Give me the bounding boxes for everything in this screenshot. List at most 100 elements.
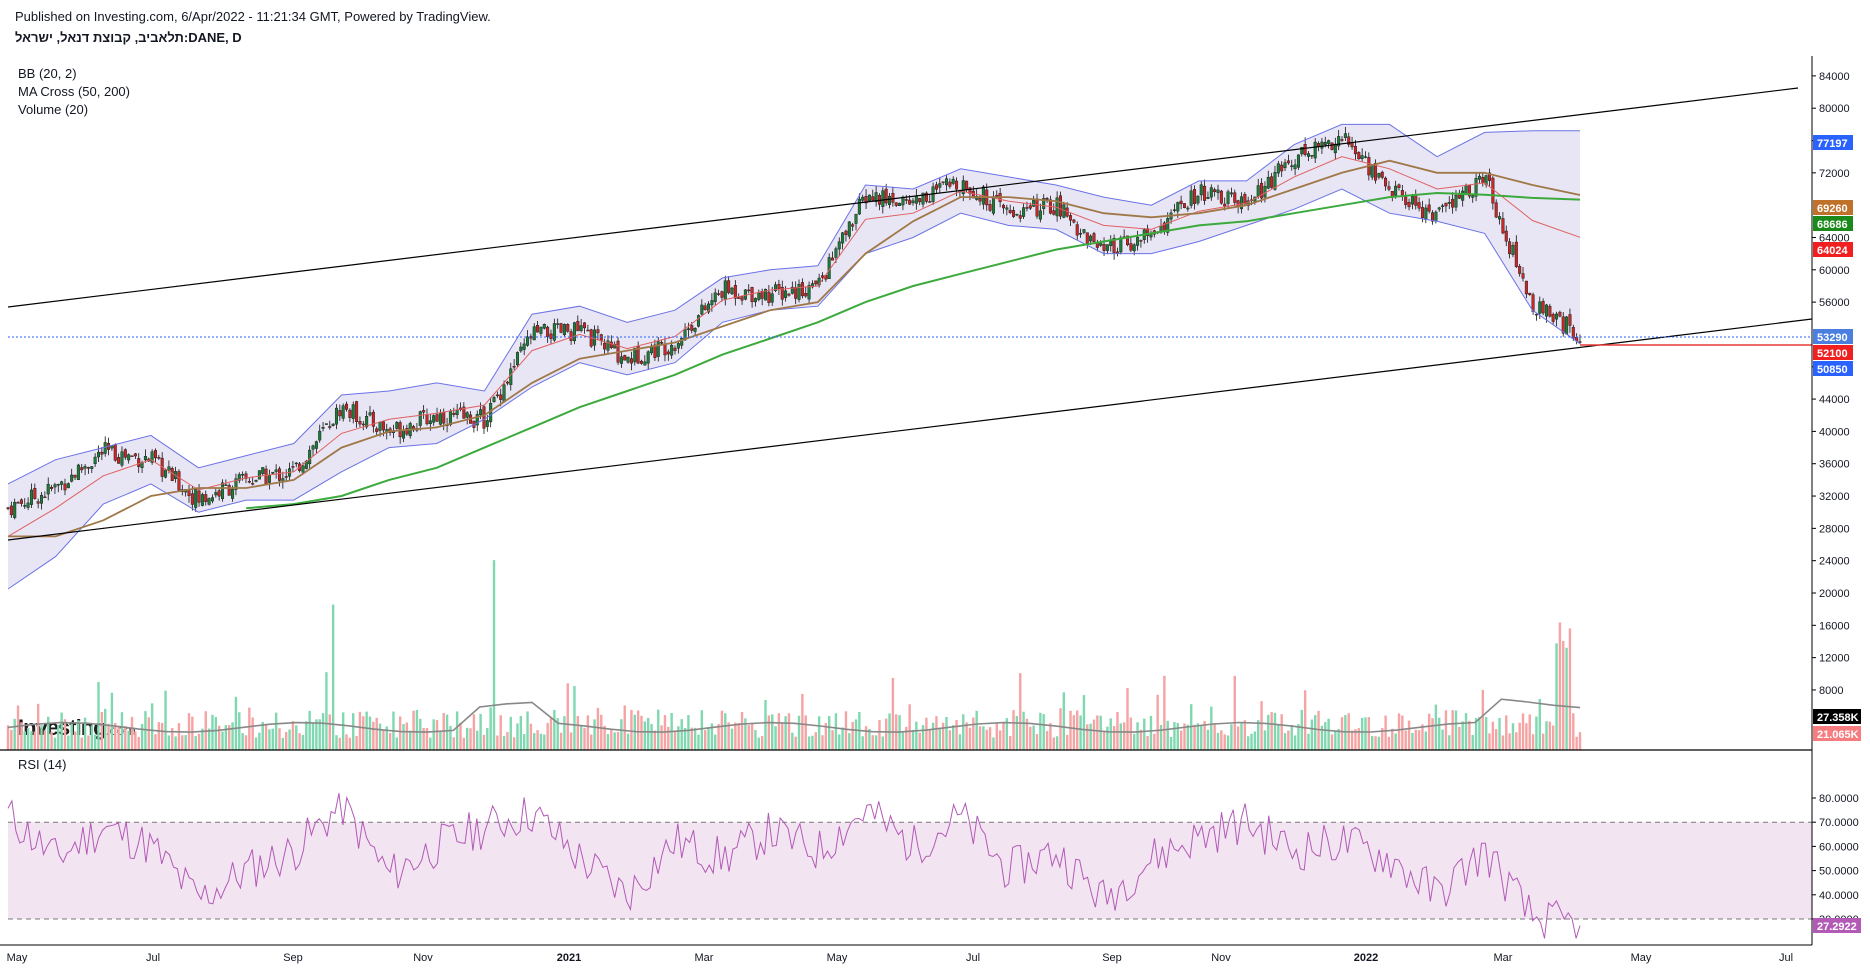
- volume-bar: [110, 692, 114, 750]
- volume-bar: [1505, 715, 1508, 750]
- candle-body: [237, 474, 241, 481]
- volume-bar: [1226, 735, 1230, 750]
- candle-body: [348, 409, 352, 418]
- volume-bar: [734, 722, 737, 750]
- candle-body: [777, 284, 781, 289]
- volume-bar: [1515, 732, 1518, 750]
- candle-body: [36, 501, 40, 504]
- volume-bar: [576, 716, 580, 750]
- candle-body: [730, 287, 734, 295]
- rsi-tick-label: 80.0000: [1819, 793, 1859, 805]
- candle-body: [519, 346, 523, 352]
- volume-bar: [271, 728, 274, 750]
- time-tick-label: Jul: [146, 952, 160, 964]
- volume-bar: [891, 677, 895, 750]
- volume-bar: [496, 735, 499, 750]
- price-tick-label: 20000: [1819, 588, 1850, 600]
- volume-bar: [1501, 735, 1505, 750]
- volume-bar: [479, 713, 482, 750]
- candle-body: [583, 322, 587, 329]
- candle-body: [210, 497, 214, 502]
- volume-bar: [556, 718, 559, 750]
- candle-body: [1518, 266, 1522, 274]
- candle-body: [318, 430, 322, 441]
- candle-body: [707, 303, 711, 313]
- volume-bar: [355, 735, 358, 750]
- legend-bb[interactable]: BB (20, 2): [18, 66, 77, 81]
- volume-bar: [982, 726, 985, 750]
- candle-body: [1414, 194, 1418, 206]
- volume-bar: [214, 716, 218, 750]
- candle-body: [482, 406, 486, 429]
- volume-bar: [268, 729, 271, 750]
- candle-body: [1092, 233, 1096, 242]
- volume-bar: [1045, 731, 1049, 750]
- candle-body: [713, 292, 717, 302]
- candle-body: [884, 188, 888, 204]
- candle-body: [948, 181, 952, 187]
- candle-body: [874, 192, 878, 203]
- candle-body: [1431, 212, 1435, 222]
- candle-body: [841, 232, 845, 244]
- volume-bar: [1307, 733, 1310, 750]
- volume-bar: [925, 717, 928, 750]
- candle-body: [224, 484, 228, 486]
- volume-bar: [821, 735, 824, 750]
- volume-bar: [1270, 712, 1273, 750]
- volume-bar: [33, 731, 37, 750]
- volume-bar: [697, 734, 700, 750]
- candle-body: [639, 360, 643, 364]
- candle-body: [619, 356, 623, 364]
- legend-volume[interactable]: Volume (20): [18, 102, 89, 117]
- volume-bar: [492, 560, 496, 750]
- price-tick-label: 24000: [1819, 556, 1850, 568]
- candle-body: [475, 414, 479, 426]
- volume-bar: [804, 715, 807, 750]
- candle-body: [1119, 237, 1123, 253]
- volume-bar: [1531, 734, 1535, 750]
- candle-body: [120, 451, 124, 466]
- volume-bar: [1032, 725, 1035, 750]
- candle-body: [76, 464, 80, 480]
- volume-bar: [801, 693, 804, 750]
- candle-body: [46, 483, 50, 495]
- candle-body: [9, 505, 13, 516]
- volume-bar: [57, 724, 60, 750]
- volume-bar: [931, 722, 935, 750]
- volume-bar: [1310, 719, 1314, 750]
- candle-body: [204, 494, 208, 502]
- rsi-legend[interactable]: RSI (14): [18, 757, 67, 772]
- volume-bar: [191, 716, 194, 750]
- volume-bar: [1521, 713, 1525, 750]
- price-badge-bg: [1813, 361, 1853, 376]
- volume-bar: [623, 705, 626, 750]
- candle-body: [1494, 202, 1498, 218]
- candle-body: [945, 178, 949, 186]
- candle-body: [1206, 197, 1210, 199]
- candle-body: [345, 403, 349, 410]
- legend-ma-cross[interactable]: MA Cross (50, 200): [18, 84, 130, 99]
- volume-bar: [1448, 735, 1451, 750]
- candle-body: [80, 467, 84, 471]
- volume-bar: [1565, 647, 1568, 750]
- candle-body: [988, 204, 992, 211]
- volume-bar: [291, 721, 295, 750]
- volume-bar: [80, 737, 83, 750]
- volume-bar: [760, 736, 764, 750]
- volume-bar: [1417, 730, 1421, 750]
- volume-bar: [1169, 737, 1173, 750]
- candle-body: [1189, 190, 1193, 206]
- volume-bar: [586, 715, 590, 750]
- volume-bar: [566, 683, 569, 750]
- volume-bar: [1451, 710, 1454, 750]
- bb-fill: [8, 124, 1580, 590]
- volume-bar: [1327, 718, 1330, 750]
- candle-body: [509, 368, 513, 385]
- candle-body: [515, 352, 519, 366]
- candle-body: [1018, 215, 1022, 219]
- volume-bar: [372, 721, 375, 750]
- candle-body: [1216, 189, 1220, 193]
- volume-bar: [764, 699, 767, 750]
- volume-bar: [1401, 715, 1404, 750]
